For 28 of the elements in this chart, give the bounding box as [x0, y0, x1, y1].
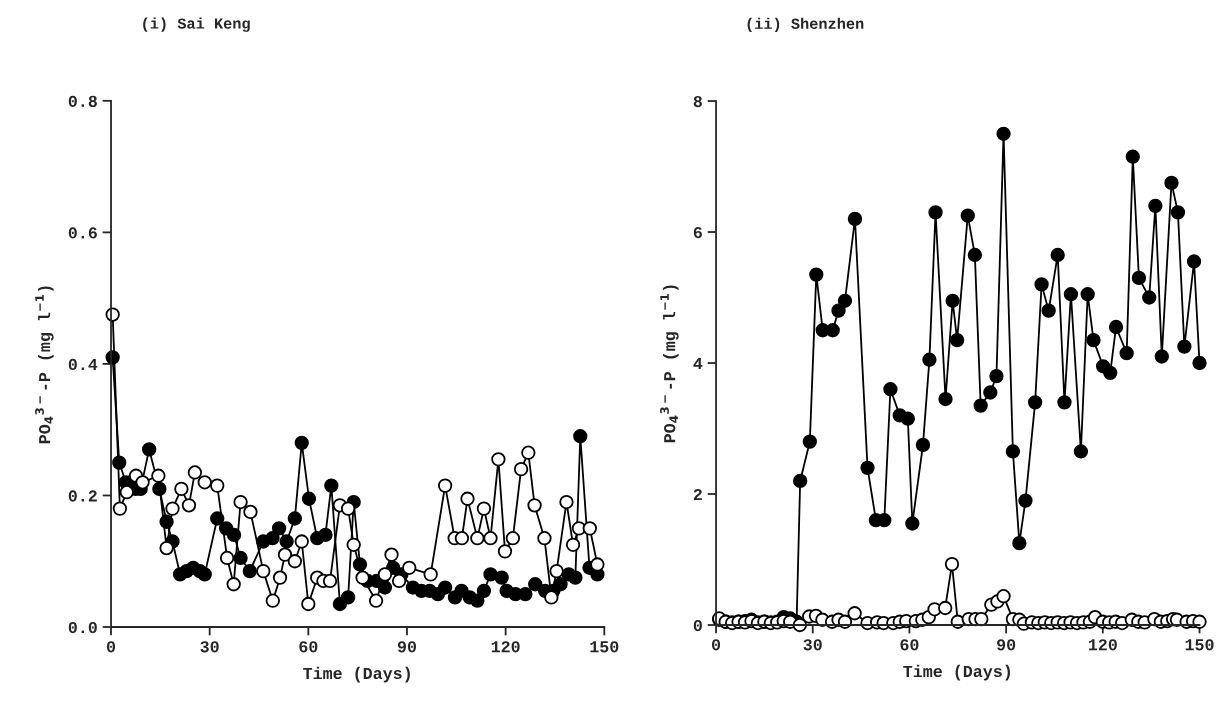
x-tick-label: 0 [711, 639, 721, 651]
chart-title: (ii) Shenzhen [747, 17, 864, 32]
x-tick-label: 0 [106, 641, 116, 653]
x-tick-label: 120 [491, 641, 520, 653]
y-tick-label: 0.8 [68, 95, 97, 108]
x-tick-label: 90 [997, 639, 1016, 651]
x-axis-title: Time (Days) [303, 666, 410, 683]
y-tick-label: 0.2 [68, 490, 97, 502]
x-tick-label: 30 [803, 639, 822, 651]
x-tick-label: 150 [1185, 639, 1214, 651]
x-tick-label: 150 [590, 641, 619, 653]
x-tick-label: 120 [1088, 639, 1117, 651]
y-tick-label: 4 [693, 358, 703, 370]
x-tick-label: 90 [397, 641, 417, 653]
y-axis-title: PO$_{4}$$^{3−}$-P (mg l$^{−1}$) [660, 285, 679, 443]
x-tick-label: 30 [200, 641, 219, 653]
y-tick-label: 6 [693, 226, 702, 239]
y-tick-label: 2 [693, 488, 702, 501]
y-tick-label: 8 [693, 95, 702, 108]
x-tick-label: 60 [900, 639, 919, 651]
y-tick-label: 0.0 [68, 621, 97, 634]
chart-title: (i) Sai Keng [143, 17, 250, 32]
y-axis-title: PO$_{4}$$^{3−}$-P (mg l$^{−1}$) [35, 286, 54, 444]
y-tick-label: 0 [693, 619, 702, 632]
y-tick-label: 0.6 [68, 227, 97, 239]
x-axis-title: Time (Days) [903, 664, 1010, 681]
x-tick-label: 60 [299, 641, 318, 653]
y-tick-label: 0.4 [68, 358, 98, 371]
